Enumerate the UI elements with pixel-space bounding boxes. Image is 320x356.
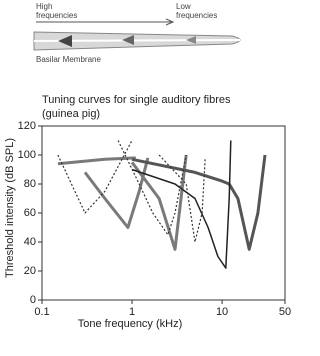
diagram: High frequencies Low frequencies Basilar… [34, 2, 240, 64]
high-label: frequencies [36, 11, 77, 20]
y-axis-label: Threshold intensity (dB SPL) [4, 138, 16, 278]
y-tick-label: 60 [24, 207, 36, 219]
x-tick-label: 50 [279, 306, 291, 318]
chart-title: Tuning curves for single auditory fibres [42, 94, 231, 106]
y-tick-label: 120 [18, 120, 36, 132]
low-label: Low [176, 2, 191, 11]
tuning-curve [58, 158, 136, 164]
y-tick-label: 100 [18, 149, 36, 161]
x-tick-label: 10 [216, 306, 228, 318]
y-tick-label: 80 [24, 178, 36, 190]
tuning-curve [58, 141, 132, 214]
chart-title: (guinea pig) [42, 108, 100, 120]
x-axis-label: Tone frequency (kHz) [78, 318, 183, 330]
y-tick-label: 0 [30, 294, 36, 306]
y-tick-label: 20 [24, 265, 36, 277]
high-label: High [36, 2, 52, 11]
tuning-curve [85, 158, 148, 228]
x-tick-label: 0.1 [34, 306, 49, 318]
x-tick-label: 1 [129, 306, 135, 318]
y-tick-label: 40 [24, 236, 36, 248]
figure: High frequencies Low frequencies Basilar… [0, 0, 297, 356]
tuning-curve [132, 155, 265, 249]
low-label: frequencies [176, 11, 217, 20]
membrane-label: Basilar Membrane [36, 55, 101, 64]
